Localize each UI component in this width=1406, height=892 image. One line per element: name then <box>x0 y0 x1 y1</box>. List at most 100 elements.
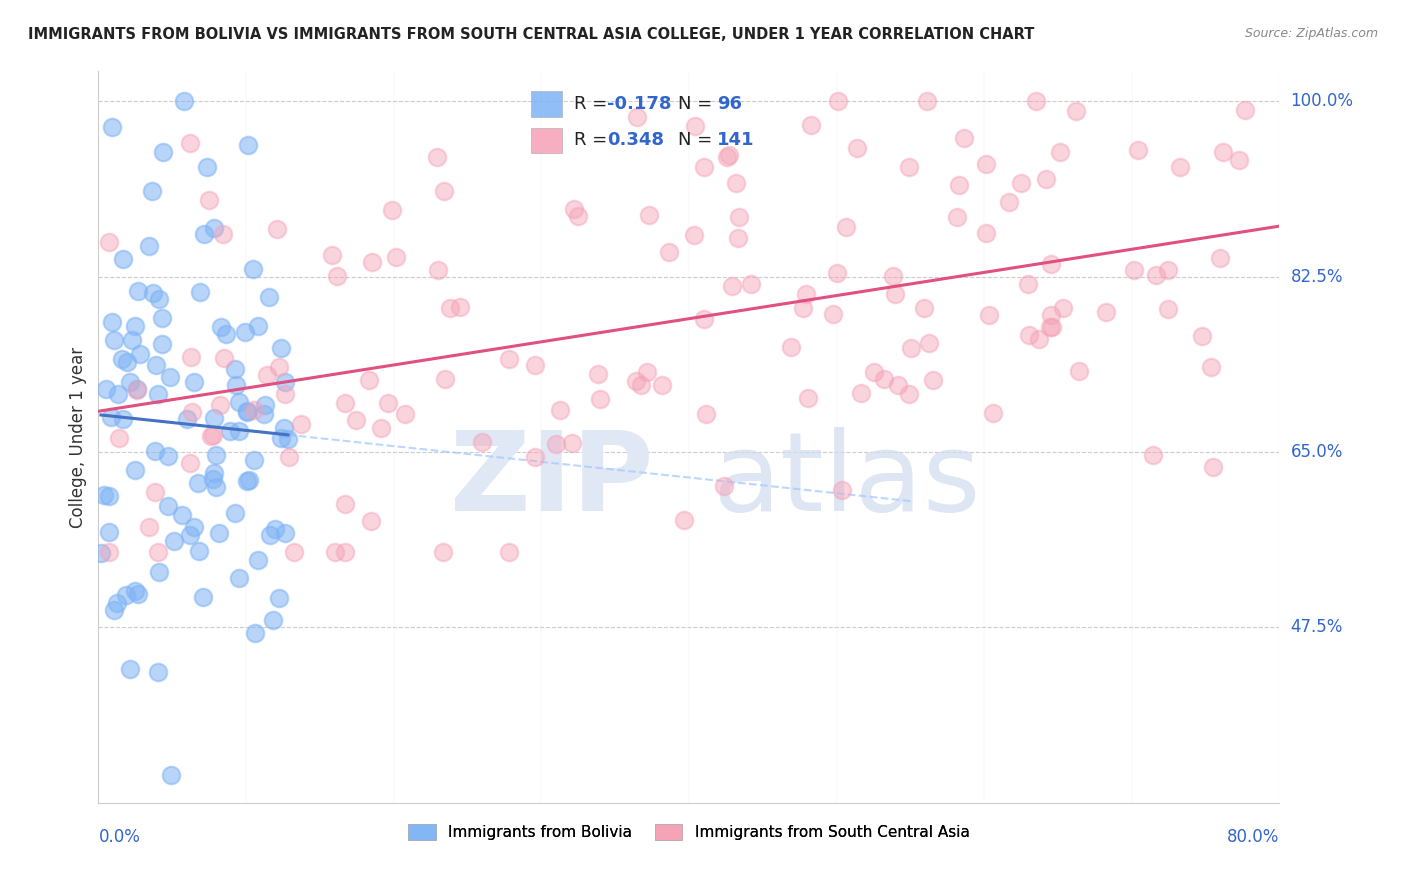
Point <box>800 118 823 132</box>
Point <box>384 250 406 264</box>
Point <box>236 405 259 419</box>
Point <box>626 110 648 124</box>
Point <box>333 396 356 410</box>
Point <box>636 365 658 379</box>
Point <box>561 435 583 450</box>
Point <box>103 603 125 617</box>
Point <box>333 497 356 511</box>
Text: 65.0%: 65.0% <box>1291 443 1343 461</box>
Point <box>589 392 612 406</box>
Point <box>1018 328 1040 343</box>
Point <box>97 545 120 559</box>
Point <box>1168 160 1191 174</box>
Point <box>259 528 281 542</box>
Point <box>143 444 166 458</box>
Point <box>290 417 312 431</box>
Text: R =: R = <box>574 95 613 113</box>
Point <box>233 326 256 340</box>
Point <box>792 301 814 315</box>
Point <box>974 157 997 171</box>
Point <box>236 137 259 152</box>
Point <box>1191 328 1213 343</box>
Point <box>181 405 204 419</box>
Point <box>150 336 173 351</box>
Point <box>127 383 149 397</box>
Text: 80.0%: 80.0% <box>1227 829 1279 847</box>
Point <box>235 474 257 488</box>
Point <box>588 367 610 381</box>
Point <box>998 194 1021 209</box>
Point <box>270 342 292 356</box>
Point <box>253 399 276 413</box>
Point <box>205 480 228 494</box>
Point <box>101 120 124 134</box>
Point <box>96 383 118 397</box>
Point <box>274 387 297 401</box>
Point <box>156 449 179 463</box>
Point <box>247 318 270 333</box>
Point <box>672 513 695 527</box>
Point <box>242 261 264 276</box>
Point <box>257 289 280 303</box>
Point <box>212 351 235 366</box>
Point <box>115 355 138 369</box>
Point <box>148 292 170 306</box>
Text: ZIP: ZIP <box>450 427 654 534</box>
Text: 100.0%: 100.0% <box>1291 93 1354 111</box>
Point <box>845 141 868 155</box>
Text: Source: ZipAtlas.com: Source: ZipAtlas.com <box>1244 27 1378 40</box>
Point <box>228 395 250 409</box>
Point <box>918 336 941 351</box>
Point <box>236 404 259 418</box>
Text: 82.5%: 82.5% <box>1291 268 1343 285</box>
Point <box>1040 308 1063 322</box>
Point <box>142 286 165 301</box>
Point <box>193 227 215 242</box>
Point <box>209 319 232 334</box>
Point <box>321 248 343 262</box>
Point <box>426 150 449 164</box>
Point <box>267 359 290 374</box>
Point <box>439 301 461 315</box>
Point <box>273 420 295 434</box>
Point <box>884 286 907 301</box>
Point <box>176 412 198 426</box>
Point <box>127 382 149 396</box>
Y-axis label: College, Under 1 year: College, Under 1 year <box>69 346 87 528</box>
Point <box>953 131 976 145</box>
Point <box>683 228 706 243</box>
Point <box>129 347 152 361</box>
Point <box>107 386 129 401</box>
Point <box>624 375 647 389</box>
Point <box>141 184 163 198</box>
Point <box>118 375 141 389</box>
Point <box>849 386 872 401</box>
Point <box>202 411 225 425</box>
Point <box>243 453 266 467</box>
Point <box>256 368 278 382</box>
Point <box>1233 103 1256 118</box>
Point <box>897 160 920 174</box>
Point <box>1042 319 1064 334</box>
Point <box>713 479 735 493</box>
Point <box>179 457 201 471</box>
Point <box>945 210 967 224</box>
Point <box>108 431 131 445</box>
Point <box>900 341 922 355</box>
Text: 47.5%: 47.5% <box>1291 618 1343 637</box>
Point <box>630 377 652 392</box>
Point <box>152 145 174 159</box>
Point <box>797 391 820 405</box>
Point <box>124 583 146 598</box>
Point <box>716 149 738 163</box>
Point <box>740 277 762 291</box>
FancyBboxPatch shape <box>531 92 562 117</box>
Point <box>215 326 238 341</box>
Text: 0.348: 0.348 <box>607 131 665 149</box>
Text: R =: R = <box>574 131 613 149</box>
Point <box>831 483 853 497</box>
Point <box>717 147 740 161</box>
Point <box>179 528 201 542</box>
Point <box>1038 320 1060 334</box>
Point <box>915 95 938 109</box>
